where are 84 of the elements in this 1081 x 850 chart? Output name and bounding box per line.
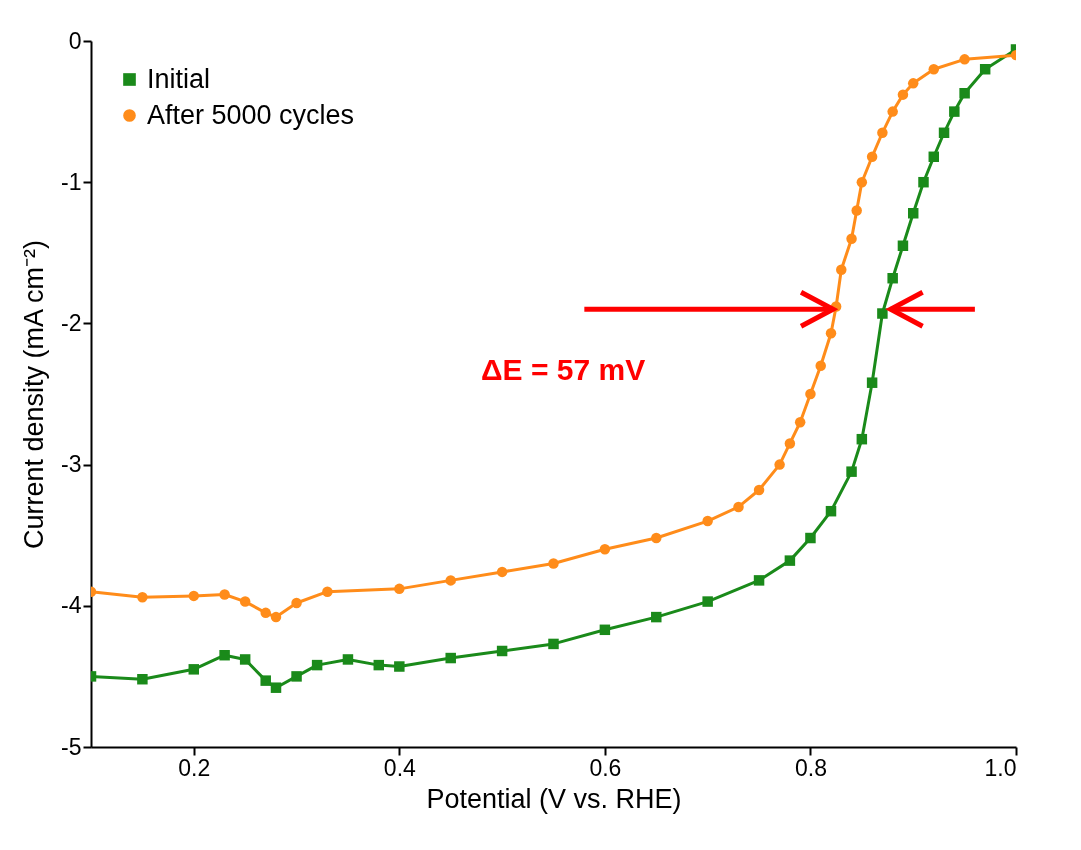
point bbox=[270, 611, 282, 623]
point bbox=[805, 388, 816, 400]
point bbox=[918, 176, 929, 188]
x-tick-label: 1.0 bbox=[984, 754, 1017, 781]
point bbox=[342, 654, 354, 665]
point bbox=[322, 586, 333, 597]
point bbox=[702, 596, 713, 607]
point bbox=[887, 106, 898, 117]
x-tick-label: 0.2 bbox=[178, 754, 211, 781]
y-tick-label: -5 bbox=[61, 733, 82, 760]
point bbox=[219, 649, 230, 661]
x-tick-label: 0.4 bbox=[383, 754, 417, 781]
point bbox=[928, 64, 940, 75]
y-tick-label: -2 bbox=[61, 309, 82, 336]
point bbox=[311, 659, 323, 671]
annotation: ΔE = 57 mV bbox=[481, 353, 646, 386]
point bbox=[949, 106, 960, 117]
point bbox=[219, 589, 230, 600]
point bbox=[496, 566, 508, 578]
point bbox=[866, 151, 878, 163]
point bbox=[373, 659, 385, 671]
point bbox=[959, 54, 970, 65]
point bbox=[260, 607, 271, 619]
point bbox=[979, 64, 991, 75]
point bbox=[394, 661, 405, 672]
point bbox=[270, 682, 282, 693]
point bbox=[651, 532, 662, 544]
point bbox=[959, 88, 970, 99]
point bbox=[774, 459, 785, 470]
point bbox=[825, 505, 837, 517]
point bbox=[856, 433, 868, 445]
point bbox=[897, 89, 909, 100]
point bbox=[784, 438, 796, 449]
point bbox=[599, 544, 611, 555]
point bbox=[137, 592, 148, 603]
point bbox=[815, 360, 826, 371]
point bbox=[851, 205, 862, 216]
point bbox=[825, 328, 837, 339]
point bbox=[784, 555, 796, 566]
point bbox=[702, 515, 713, 527]
y-tick-label: -3 bbox=[61, 451, 82, 478]
point bbox=[445, 575, 456, 586]
point bbox=[239, 654, 251, 665]
y-tick-label: -4 bbox=[61, 592, 82, 619]
y-tick-label: 0 bbox=[68, 27, 82, 54]
point bbox=[928, 151, 940, 163]
point bbox=[856, 176, 868, 188]
point bbox=[733, 501, 744, 513]
point bbox=[846, 466, 857, 477]
point bbox=[548, 638, 559, 650]
point bbox=[877, 127, 888, 139]
point bbox=[137, 673, 148, 685]
point bbox=[260, 675, 271, 686]
point bbox=[753, 575, 765, 586]
point bbox=[394, 583, 405, 595]
point bbox=[188, 590, 200, 602]
point bbox=[794, 417, 806, 428]
legend-label: Initial bbox=[147, 63, 211, 94]
point bbox=[445, 652, 456, 664]
point bbox=[907, 208, 919, 219]
point bbox=[188, 664, 200, 675]
point bbox=[877, 308, 888, 319]
x-axis-title: Potential (V vs. RHE) bbox=[426, 783, 682, 814]
point bbox=[548, 558, 559, 569]
point bbox=[897, 240, 909, 251]
x-tick-label: 0.8 bbox=[794, 754, 827, 781]
y-axis-title: Current density (mA cm⁻²) bbox=[19, 239, 50, 550]
point bbox=[938, 127, 950, 139]
point bbox=[887, 272, 898, 284]
point bbox=[866, 377, 878, 388]
point bbox=[753, 484, 765, 496]
point bbox=[846, 233, 857, 244]
legend-label: After 5000 cycles bbox=[147, 99, 355, 130]
point bbox=[291, 671, 302, 682]
point bbox=[599, 624, 611, 636]
point bbox=[836, 264, 847, 275]
point bbox=[496, 645, 508, 657]
x-tick-label: 0.6 bbox=[589, 754, 622, 781]
y-tick-label: -1 bbox=[61, 168, 82, 195]
point bbox=[805, 532, 816, 544]
point bbox=[239, 596, 251, 607]
point bbox=[651, 611, 662, 623]
point bbox=[907, 78, 919, 89]
point bbox=[291, 597, 302, 609]
